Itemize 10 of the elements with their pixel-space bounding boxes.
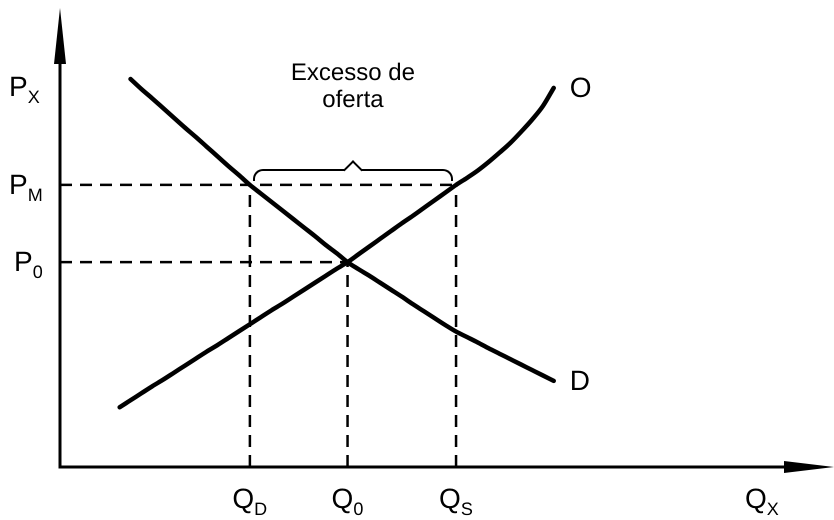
ref-line-label: P$_{0}$ bbox=[14, 246, 43, 282]
x-axis-title: Q$_{X}$ bbox=[745, 483, 779, 519]
series-label: D bbox=[570, 364, 590, 396]
annotation: Excesso de oferta bbox=[290, 58, 416, 113]
ref-line-label: P$_{M}$ bbox=[9, 168, 43, 205]
x-tick-label: Q$_{0}$ bbox=[332, 483, 364, 519]
x-tick-label: Q$_{S}$ bbox=[439, 483, 473, 519]
x-tick-label: Q$_{D}$ bbox=[232, 483, 268, 519]
series-label: O bbox=[570, 72, 592, 103]
y-axis-title: P$_{X}$ bbox=[9, 71, 40, 107]
